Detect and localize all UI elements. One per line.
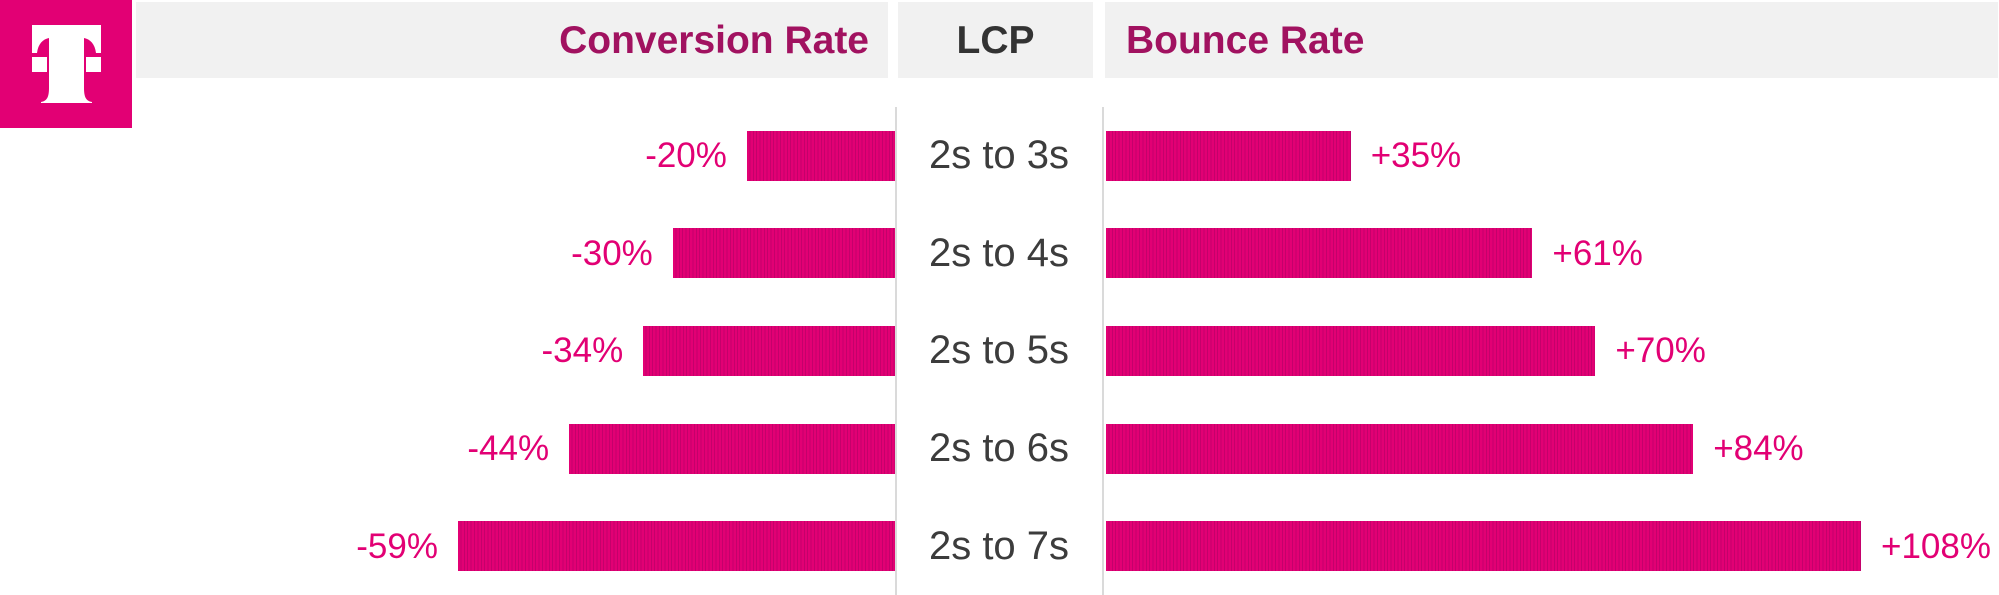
header-lcp: LCP	[956, 18, 1035, 62]
lcp-range-label: 2s to 4s	[928, 230, 1070, 275]
conversion-value-label: -34%	[541, 331, 624, 371]
bounce-cell: +70%	[1103, 302, 1999, 400]
bounce-value-label: +61%	[1552, 233, 1643, 273]
chart-row: -59% 2s to 7s +108%	[0, 497, 1999, 595]
conversion-value-label: -44%	[467, 429, 550, 469]
conversion-bar	[458, 521, 895, 572]
lcp-range-label: 2s to 3s	[928, 133, 1070, 178]
bounce-cell: +35%	[1103, 107, 1999, 205]
header-band-conversion: Conversion Rate	[136, 2, 888, 78]
bounce-value-label: +108%	[1881, 526, 1991, 566]
header-bounce-rate: Bounce Rate	[1126, 18, 1365, 62]
conversion-cell: -44%	[0, 400, 895, 498]
chart-rows: -20% 2s to 3s +35% -30% 2s to 4s +61% -3…	[0, 107, 1999, 595]
bounce-cell: +61%	[1103, 205, 1999, 303]
chart-row: -20% 2s to 3s +35%	[0, 107, 1999, 205]
conversion-cell: -59%	[0, 497, 895, 595]
conversion-cell: -34%	[0, 302, 895, 400]
bounce-value-label: +35%	[1370, 136, 1462, 176]
bounce-value-label: +70%	[1615, 331, 1706, 371]
bounce-value-label: +84%	[1713, 429, 1804, 469]
bounce-bar	[1106, 325, 1596, 376]
conversion-bar	[569, 423, 895, 474]
conversion-value-label: -59%	[356, 526, 438, 566]
conversion-bar	[746, 130, 895, 181]
divider-line-left	[895, 107, 897, 595]
bounce-bar	[1106, 423, 1694, 474]
conversion-value-label: -30%	[571, 233, 653, 273]
conversion-cell: -20%	[0, 107, 895, 205]
header-band-lcp: LCP	[898, 2, 1093, 78]
conversion-bar	[672, 228, 895, 279]
bounce-cell: +108%	[1103, 497, 1999, 595]
chart-row: -34% 2s to 5s +70%	[0, 302, 1999, 400]
header-band-bounce: Bounce Rate	[1105, 2, 1998, 78]
chart-row: -30% 2s to 4s +61%	[0, 205, 1999, 303]
conversion-value-label: -20%	[645, 136, 727, 176]
lcp-range-label: 2s to 7s	[928, 523, 1070, 568]
t-mobile-logo	[0, 0, 132, 128]
chart-row: -44% 2s to 6s +84%	[0, 400, 1999, 498]
header-conversion-rate: Conversion Rate	[559, 18, 869, 62]
bounce-bar	[1106, 228, 1533, 279]
conversion-cell: -30%	[0, 205, 895, 303]
divider-line-right	[1102, 107, 1104, 595]
bounce-cell: +84%	[1103, 400, 1999, 498]
telekom-t-icon	[0, 0, 132, 128]
conversion-bar	[643, 325, 895, 376]
bounce-bar	[1106, 130, 1351, 181]
lcp-range-label: 2s to 6s	[928, 426, 1070, 471]
lcp-range-label: 2s to 5s	[928, 328, 1070, 373]
bounce-bar	[1106, 521, 1861, 572]
